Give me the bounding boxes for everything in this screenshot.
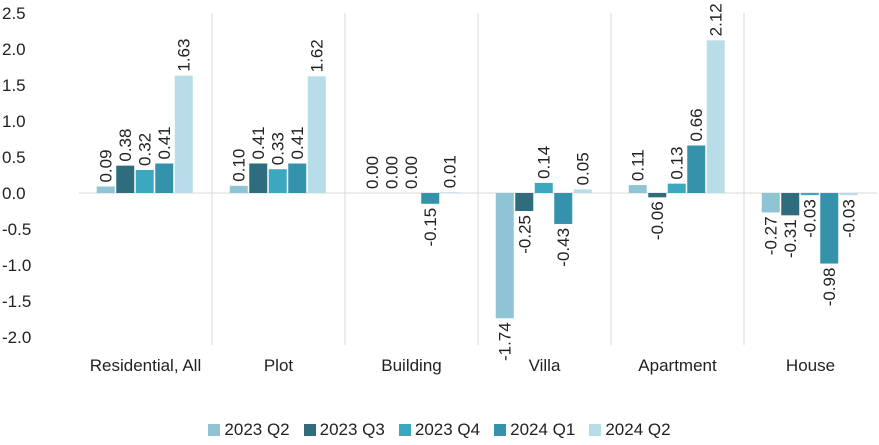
data-label: 2.12 — [707, 3, 726, 36]
y-tick-label: -2.0 — [2, 328, 31, 347]
legend-item: 2024 Q1 — [494, 420, 575, 440]
data-label: 0.41 — [249, 126, 268, 159]
bar — [116, 165, 135, 193]
data-label: -1.74 — [496, 322, 515, 361]
bar — [761, 193, 780, 213]
legend-label: 2024 Q2 — [605, 420, 671, 439]
data-label: 0.14 — [535, 146, 554, 179]
data-label: -0.03 — [840, 199, 859, 238]
data-label: 0.09 — [97, 149, 116, 182]
bar — [573, 189, 592, 193]
legend-label: 2023 Q4 — [414, 420, 481, 439]
legend: 2023 Q2 2023 Q3 2023 Q4 2024 Q1 2024 Q2 — [0, 420, 879, 440]
data-label: 0.01 — [441, 155, 460, 188]
bar — [229, 185, 248, 193]
data-label: 0.38 — [116, 129, 135, 162]
legend-item: 2024 Q2 — [589, 420, 671, 440]
bar — [820, 193, 839, 264]
bar — [288, 163, 307, 193]
data-label: 0.00 — [382, 156, 401, 189]
data-label: 0.11 — [629, 149, 648, 181]
data-label: 0.41 — [288, 126, 307, 159]
x-tick-label: Residential, All — [89, 356, 202, 375]
x-tick-label: Villa — [528, 356, 561, 375]
legend-swatch — [208, 424, 221, 436]
bar — [515, 193, 534, 211]
legend-swatch — [589, 424, 602, 436]
y-tick-label: -0.5 — [2, 220, 31, 239]
data-label: -0.43 — [554, 228, 573, 267]
y-tick-label: -1.5 — [2, 292, 31, 311]
bar — [440, 192, 459, 193]
bar — [96, 186, 115, 193]
y-tick-label: 1.0 — [2, 112, 26, 131]
bar — [554, 193, 573, 224]
bar — [495, 193, 514, 319]
x-tick-label: Building — [381, 356, 442, 375]
x-tick-label: Apartment — [638, 356, 717, 375]
data-label: -0.25 — [515, 215, 534, 254]
data-label: 0.66 — [687, 108, 706, 141]
y-tick-label: -1.0 — [2, 256, 31, 275]
legend-swatch — [303, 424, 316, 436]
data-label: -0.31 — [781, 219, 800, 258]
bar — [687, 145, 706, 193]
data-label: 0.00 — [363, 156, 382, 189]
bar — [268, 169, 287, 193]
legend-label: 2024 Q1 — [510, 420, 576, 439]
data-label: 0.13 — [668, 147, 687, 180]
legend-item: 2023 Q4 — [398, 420, 481, 440]
y-tick-label: 1.5 — [2, 76, 26, 95]
bar — [307, 76, 326, 193]
data-label: 0.33 — [269, 132, 288, 165]
data-label: 0.00 — [402, 156, 421, 189]
bar — [155, 163, 174, 193]
bar — [534, 182, 553, 193]
bar — [648, 193, 667, 198]
bar — [628, 185, 647, 193]
data-label: 0.41 — [155, 126, 174, 159]
data-label: -0.03 — [801, 199, 820, 238]
data-label: -0.98 — [820, 268, 839, 307]
y-tick-label: 0.0 — [2, 184, 26, 203]
legend-label: 2023 Q2 — [224, 420, 290, 439]
y-tick-label: 0.5 — [2, 148, 26, 167]
data-label: 0.10 — [230, 149, 249, 182]
y-tick-label: 2.5 — [2, 4, 26, 23]
y-tick-label: 2.0 — [2, 40, 26, 59]
x-tick-label: House — [785, 356, 836, 375]
legend-swatch — [494, 424, 507, 436]
bar — [706, 40, 725, 193]
data-label: 0.05 — [574, 152, 593, 185]
bar — [421, 193, 440, 204]
bar — [174, 75, 193, 193]
data-label: 1.63 — [175, 39, 194, 72]
legend-item: 2023 Q3 — [303, 420, 385, 440]
bar — [249, 163, 268, 193]
bar — [135, 169, 154, 193]
legend-item: 2023 Q2 — [208, 420, 290, 440]
bar — [781, 193, 800, 216]
x-tick-label: Plot — [263, 356, 294, 375]
bar — [800, 193, 819, 196]
legend-label: 2023 Q3 — [319, 420, 385, 439]
legend-swatch — [398, 424, 411, 436]
data-label: -0.27 — [762, 216, 781, 255]
data-label: 0.32 — [136, 133, 155, 166]
data-label: 1.62 — [308, 39, 327, 72]
data-label: -0.06 — [648, 201, 667, 240]
data-label: -0.15 — [421, 208, 440, 247]
bar — [839, 193, 858, 196]
bar — [667, 183, 686, 193]
